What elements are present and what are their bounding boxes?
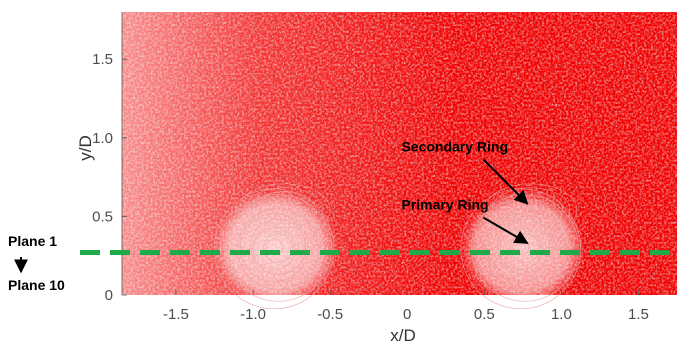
- vortex-streamline: [226, 199, 322, 295]
- vortex-streamline: [251, 191, 317, 229]
- vortex-streamline: [224, 193, 333, 302]
- x-tick-label: 1.5: [628, 306, 649, 323]
- x-tick-label: -1.0: [240, 306, 266, 323]
- annotation-label: Secondary Ring: [401, 139, 508, 155]
- vortex-streamline: [486, 213, 556, 283]
- vortex-streamline: [252, 227, 296, 271]
- x-tick-label: 0.5: [474, 306, 495, 323]
- vortex-streamline: [460, 188, 582, 310]
- vortex-streamline: [258, 195, 310, 225]
- x-tick-label: 1.0: [551, 306, 572, 323]
- axes: -1.5 -1.0 -0.5 0 0.5 1.0 1.5 0 0.5 1.0 1.5 x/D y/…: [76, 12, 649, 345]
- x-tick-label: -0.5: [317, 306, 343, 323]
- plane-10-label: Plane 10: [8, 277, 65, 293]
- plane-1-label: Plane 1: [8, 233, 57, 249]
- vortex-streamline: [265, 199, 303, 221]
- vortex-streamline: [498, 191, 564, 229]
- vortex-streamline: [244, 187, 324, 233]
- x-tick-label: 0: [403, 306, 411, 323]
- vortex-streamline: [499, 227, 543, 271]
- y-tick-label: 1.0: [92, 130, 113, 147]
- vortex-streamline: [239, 213, 309, 283]
- vortex-streamline: [237, 183, 331, 237]
- y-tick-label: 0.5: [92, 208, 113, 225]
- plot-area: [122, 12, 677, 310]
- vortex-streamline: [484, 183, 578, 237]
- y-axis-label: y/D: [76, 135, 95, 161]
- vortex-streamline: [213, 188, 335, 310]
- x-axis-label: x/D: [390, 326, 416, 345]
- x-tick-label: -1.5: [163, 306, 189, 323]
- vortex-streamline: [483, 207, 566, 290]
- annotation-arrow: [482, 158, 529, 205]
- annotations: Secondary Ring Primary Ring: [401, 139, 529, 244]
- y-tick-label: 0: [105, 287, 113, 304]
- y-tick-label: 1.5: [92, 51, 113, 68]
- vortex-streamline: [491, 187, 571, 233]
- y-axis-ticks: 0 0.5 1.0 1.5: [92, 51, 127, 304]
- vortex-streamline: [512, 199, 550, 221]
- plane-legend: Plane 1 Plane 10: [8, 233, 65, 293]
- vortex-streamline: [263, 232, 294, 263]
- vortex-streamline: [505, 195, 557, 225]
- x-axis-ticks: -1.5 -1.0 -0.5 0 0.5 1.0 1.5: [163, 290, 649, 323]
- vortex-rings: [213, 183, 585, 310]
- annotation-arrow: [482, 216, 529, 244]
- annotation-label: Primary Ring: [401, 197, 488, 213]
- vortex-streamline: [237, 207, 320, 290]
